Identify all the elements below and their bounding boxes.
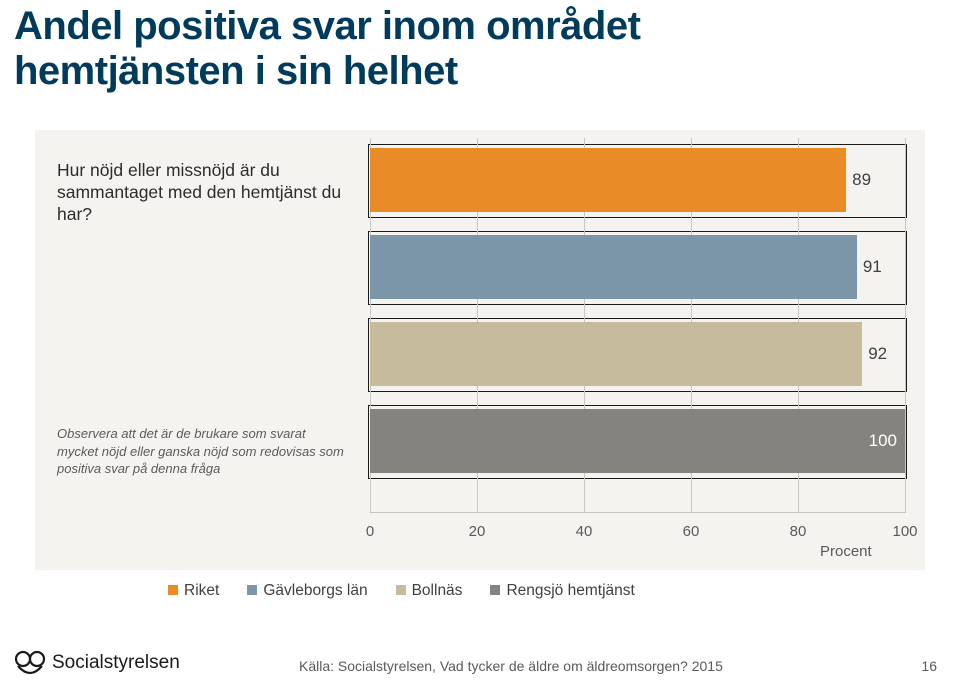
page-number: 16	[921, 658, 937, 674]
x-ticks: 020406080100	[370, 523, 905, 541]
legend-label: Rengsjö hemtjänst	[506, 582, 634, 599]
x-tick: 0	[366, 523, 374, 540]
source-text: Källa: Socialstyrelsen, Vad tycker de äl…	[299, 658, 723, 674]
chart-note: Observera att det är de brukare som svar…	[57, 425, 347, 478]
legend-swatch	[490, 585, 500, 595]
legend-swatch	[247, 585, 257, 595]
page-title: Andel positiva svar inom området hemtjän…	[14, 4, 640, 94]
x-tick: 100	[892, 523, 917, 540]
x-tick: 60	[683, 523, 700, 540]
legend-item: Riket	[168, 582, 219, 600]
gridline	[905, 138, 906, 513]
legend-item: Gävleborgs län	[247, 582, 367, 600]
bar-value-label: 100	[869, 431, 897, 451]
x-tick: 80	[790, 523, 807, 540]
legend-item: Rengsjö hemtjänst	[490, 582, 634, 600]
legend-label: Riket	[184, 582, 219, 599]
legend: Riket Gävleborgs län Bollnäs Rengsjö hemtjä…	[168, 582, 635, 600]
bar-value-label: 92	[868, 344, 887, 364]
chart-question: Hur nöjd eller missnöjd är du sammantage…	[57, 160, 357, 226]
chart-panel: Hur nöjd eller missnöjd är du sammantage…	[35, 130, 925, 570]
bar-riket: 89	[370, 148, 846, 212]
bar-value-label: 91	[863, 257, 882, 277]
logo-text: Socialstyrelsen	[52, 652, 180, 674]
legend-label: Gävleborgs län	[263, 582, 367, 599]
x-axis-label: Procent	[820, 543, 872, 560]
bar-value-label: 89	[852, 170, 871, 190]
logo-icon	[14, 648, 46, 678]
title-line1: Andel positiva svar inom området	[14, 4, 640, 48]
title-line2: hemtjänsten i sin helhet	[14, 49, 458, 93]
legend-label: Bollnäs	[412, 582, 463, 599]
legend-swatch	[168, 585, 178, 595]
logo: Socialstyrelsen	[14, 648, 180, 678]
legend-item: Bollnäs	[396, 582, 463, 600]
bar-chart: 89 91 92 100	[370, 138, 905, 513]
bar-rengsjö-hemtjänst: 100	[370, 409, 905, 473]
x-tick: 40	[576, 523, 593, 540]
bar-bollnäs: 92	[370, 322, 862, 386]
x-tick: 20	[469, 523, 486, 540]
legend-swatch	[396, 585, 406, 595]
bar-gävleborgs-län: 91	[370, 235, 857, 299]
